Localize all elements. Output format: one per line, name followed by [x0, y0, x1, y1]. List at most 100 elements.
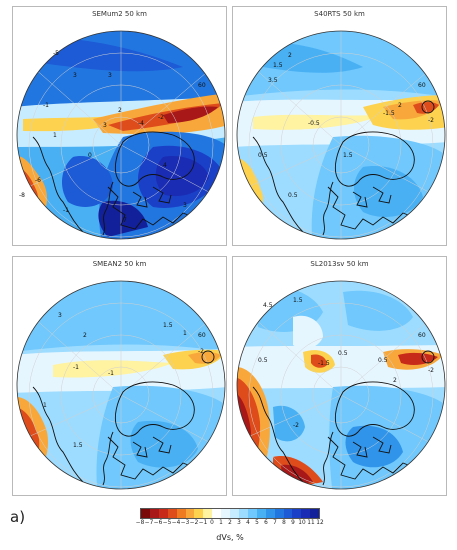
colorbar-tick-label: 12	[316, 520, 324, 526]
svg-text:-8: -8	[19, 192, 25, 199]
svg-text:3: 3	[58, 312, 62, 319]
map-panel-s40rts: S40RTS 50 km	[232, 6, 447, 246]
panel-title: SEMum2 50 km	[92, 10, 147, 18]
map-boundary	[236, 30, 446, 240]
svg-text:2: 2	[83, 332, 87, 339]
map-boundary	[236, 280, 446, 490]
svg-text:1: 1	[183, 330, 187, 337]
svg-text:-2: -2	[198, 348, 204, 355]
svg-text:4: 4	[163, 162, 167, 169]
svg-text:2: 2	[393, 377, 397, 384]
svg-text:-1: -1	[63, 207, 69, 214]
svg-text:-2: -2	[428, 117, 434, 124]
svg-text:60: 60	[198, 82, 206, 89]
svg-text:3: 3	[103, 122, 107, 129]
colorbar-swatch	[203, 509, 213, 518]
svg-text:4.5: 4.5	[263, 302, 273, 309]
svg-text:60: 60	[418, 82, 426, 89]
colorbar-tick-label: −8	[135, 520, 145, 526]
svg-text:2: 2	[118, 107, 122, 114]
svg-text:7: 7	[123, 217, 127, 224]
velocity-field	[237, 281, 445, 489]
coastlines	[252, 281, 439, 486]
contour-labels: 3 2 1.5 -1 -1 1 60 -2 1 1.5	[43, 312, 206, 449]
svg-text:-1: -1	[43, 102, 49, 109]
colorbar-swatch	[212, 509, 222, 518]
velocity-field	[17, 281, 225, 489]
svg-text:3: 3	[73, 72, 77, 79]
colorbar-tick-label: −4	[171, 520, 181, 526]
svg-text:-5: -5	[53, 50, 59, 57]
contour-labels: 3.5 2 1.5 -0.5 -1.5 0.5 0.5 1.5 60 2 -2	[258, 52, 434, 199]
svg-text:1.5: 1.5	[163, 322, 173, 329]
map-panel-semum2: SEMum2 50 km	[12, 6, 227, 246]
colorbar-tick-label: −7	[144, 520, 154, 526]
colorbar-tick-label: 2	[228, 520, 232, 526]
svg-text:-2: -2	[158, 114, 164, 121]
svg-text:1: 1	[43, 402, 47, 409]
svg-text:3: 3	[183, 202, 187, 209]
svg-text:0.5: 0.5	[288, 192, 298, 199]
svg-text:2: 2	[398, 102, 402, 109]
map-panel-sl2013sv: SL2013sv 50 km	[232, 256, 447, 496]
graticule	[247, 31, 439, 239]
colorbar-tick-label: −3	[180, 520, 190, 526]
colorbar-swatch	[149, 509, 159, 518]
colorbar-tick-label: 7	[273, 520, 277, 526]
colorbar-swatch	[301, 509, 311, 518]
colorbar-swatch	[292, 509, 302, 518]
contour-labels: 4.5 1.5 0.5 -1.5 0.5 0.5 60 2 -2 -2	[258, 297, 434, 429]
svg-text:0.5: 0.5	[258, 152, 268, 159]
panel-title: SL2013sv 50 km	[310, 260, 369, 268]
map-boundary	[16, 280, 226, 490]
colorbar-swatch	[230, 509, 239, 518]
colorbar-tick-label: −2	[189, 520, 199, 526]
svg-text:1: 1	[53, 132, 57, 139]
svg-text:1.5: 1.5	[273, 62, 283, 69]
colorbar-tick-label: 5	[255, 520, 259, 526]
svg-text:-1: -1	[108, 370, 114, 377]
colorbar-tick-label: 9	[291, 520, 295, 526]
map-panel-smean2: SMEAN2 50 km	[12, 256, 227, 496]
colorbar-swatch	[176, 509, 186, 518]
colorbar-swatch	[141, 509, 150, 518]
colorbar-tick-label: −5	[162, 520, 172, 526]
colorbar-swatch	[274, 509, 284, 518]
velocity-field	[17, 31, 225, 239]
colorbar-tick-label: 8	[282, 520, 286, 526]
figure-panel-label: a)	[10, 508, 26, 526]
colorbar-tick-label: 1	[219, 520, 223, 526]
colorbar-tick-label: 6	[264, 520, 268, 526]
colorbar-swatch	[256, 509, 266, 518]
tomography-map: 4.5 1.5 0.5 -1.5 0.5 0.5 60 2 -2 -2	[236, 280, 446, 490]
colorbar-swatch	[310, 509, 320, 518]
colorbar-swatch	[167, 509, 177, 518]
map-boundary	[16, 30, 226, 240]
svg-text:1.5: 1.5	[343, 152, 353, 159]
tomography-map: -5 3 -1 0 1 -2 -4 3 2 60 -8 -6 -1 4 3 3 …	[16, 30, 226, 240]
svg-text:-2: -2	[428, 367, 434, 374]
colorbar-tick-label: 0	[210, 520, 214, 526]
svg-text:-1.5: -1.5	[318, 360, 330, 367]
colorbar-swatch	[194, 509, 204, 518]
svg-text:1.5: 1.5	[293, 297, 303, 304]
svg-text:60: 60	[418, 332, 426, 339]
svg-text:-1.5: -1.5	[383, 110, 395, 117]
colorbar-tick-label: −6	[153, 520, 163, 526]
svg-text:-6: -6	[35, 177, 41, 184]
colorbar-tick-label: −1	[198, 520, 208, 526]
svg-text:-0.5: -0.5	[308, 120, 320, 127]
svg-text:0: 0	[88, 152, 92, 159]
panel-title: SMEAN2 50 km	[92, 260, 147, 268]
colorbar-swatch	[158, 509, 168, 518]
colorbar: −8 −7 −6 −5 −4 −3 −2 −1 0 1 2 3 4 5 6 7 8 9 10 11 12 dVs, %	[136, 508, 324, 542]
colorbar-tick-label: 10	[298, 520, 306, 526]
colorbar-label: dVs, %	[216, 533, 244, 542]
colorbar-tick-label: 4	[246, 520, 250, 526]
colorbar-tick-label: 3	[237, 520, 241, 526]
colorbar-swatch	[185, 509, 195, 518]
svg-text:0.5: 0.5	[258, 357, 268, 364]
colorbar-swatch	[238, 509, 248, 518]
tomography-map: 3.5 2 1.5 -0.5 -1.5 0.5 0.5 1.5 60 2 -2	[236, 30, 446, 240]
graticule	[27, 31, 219, 239]
